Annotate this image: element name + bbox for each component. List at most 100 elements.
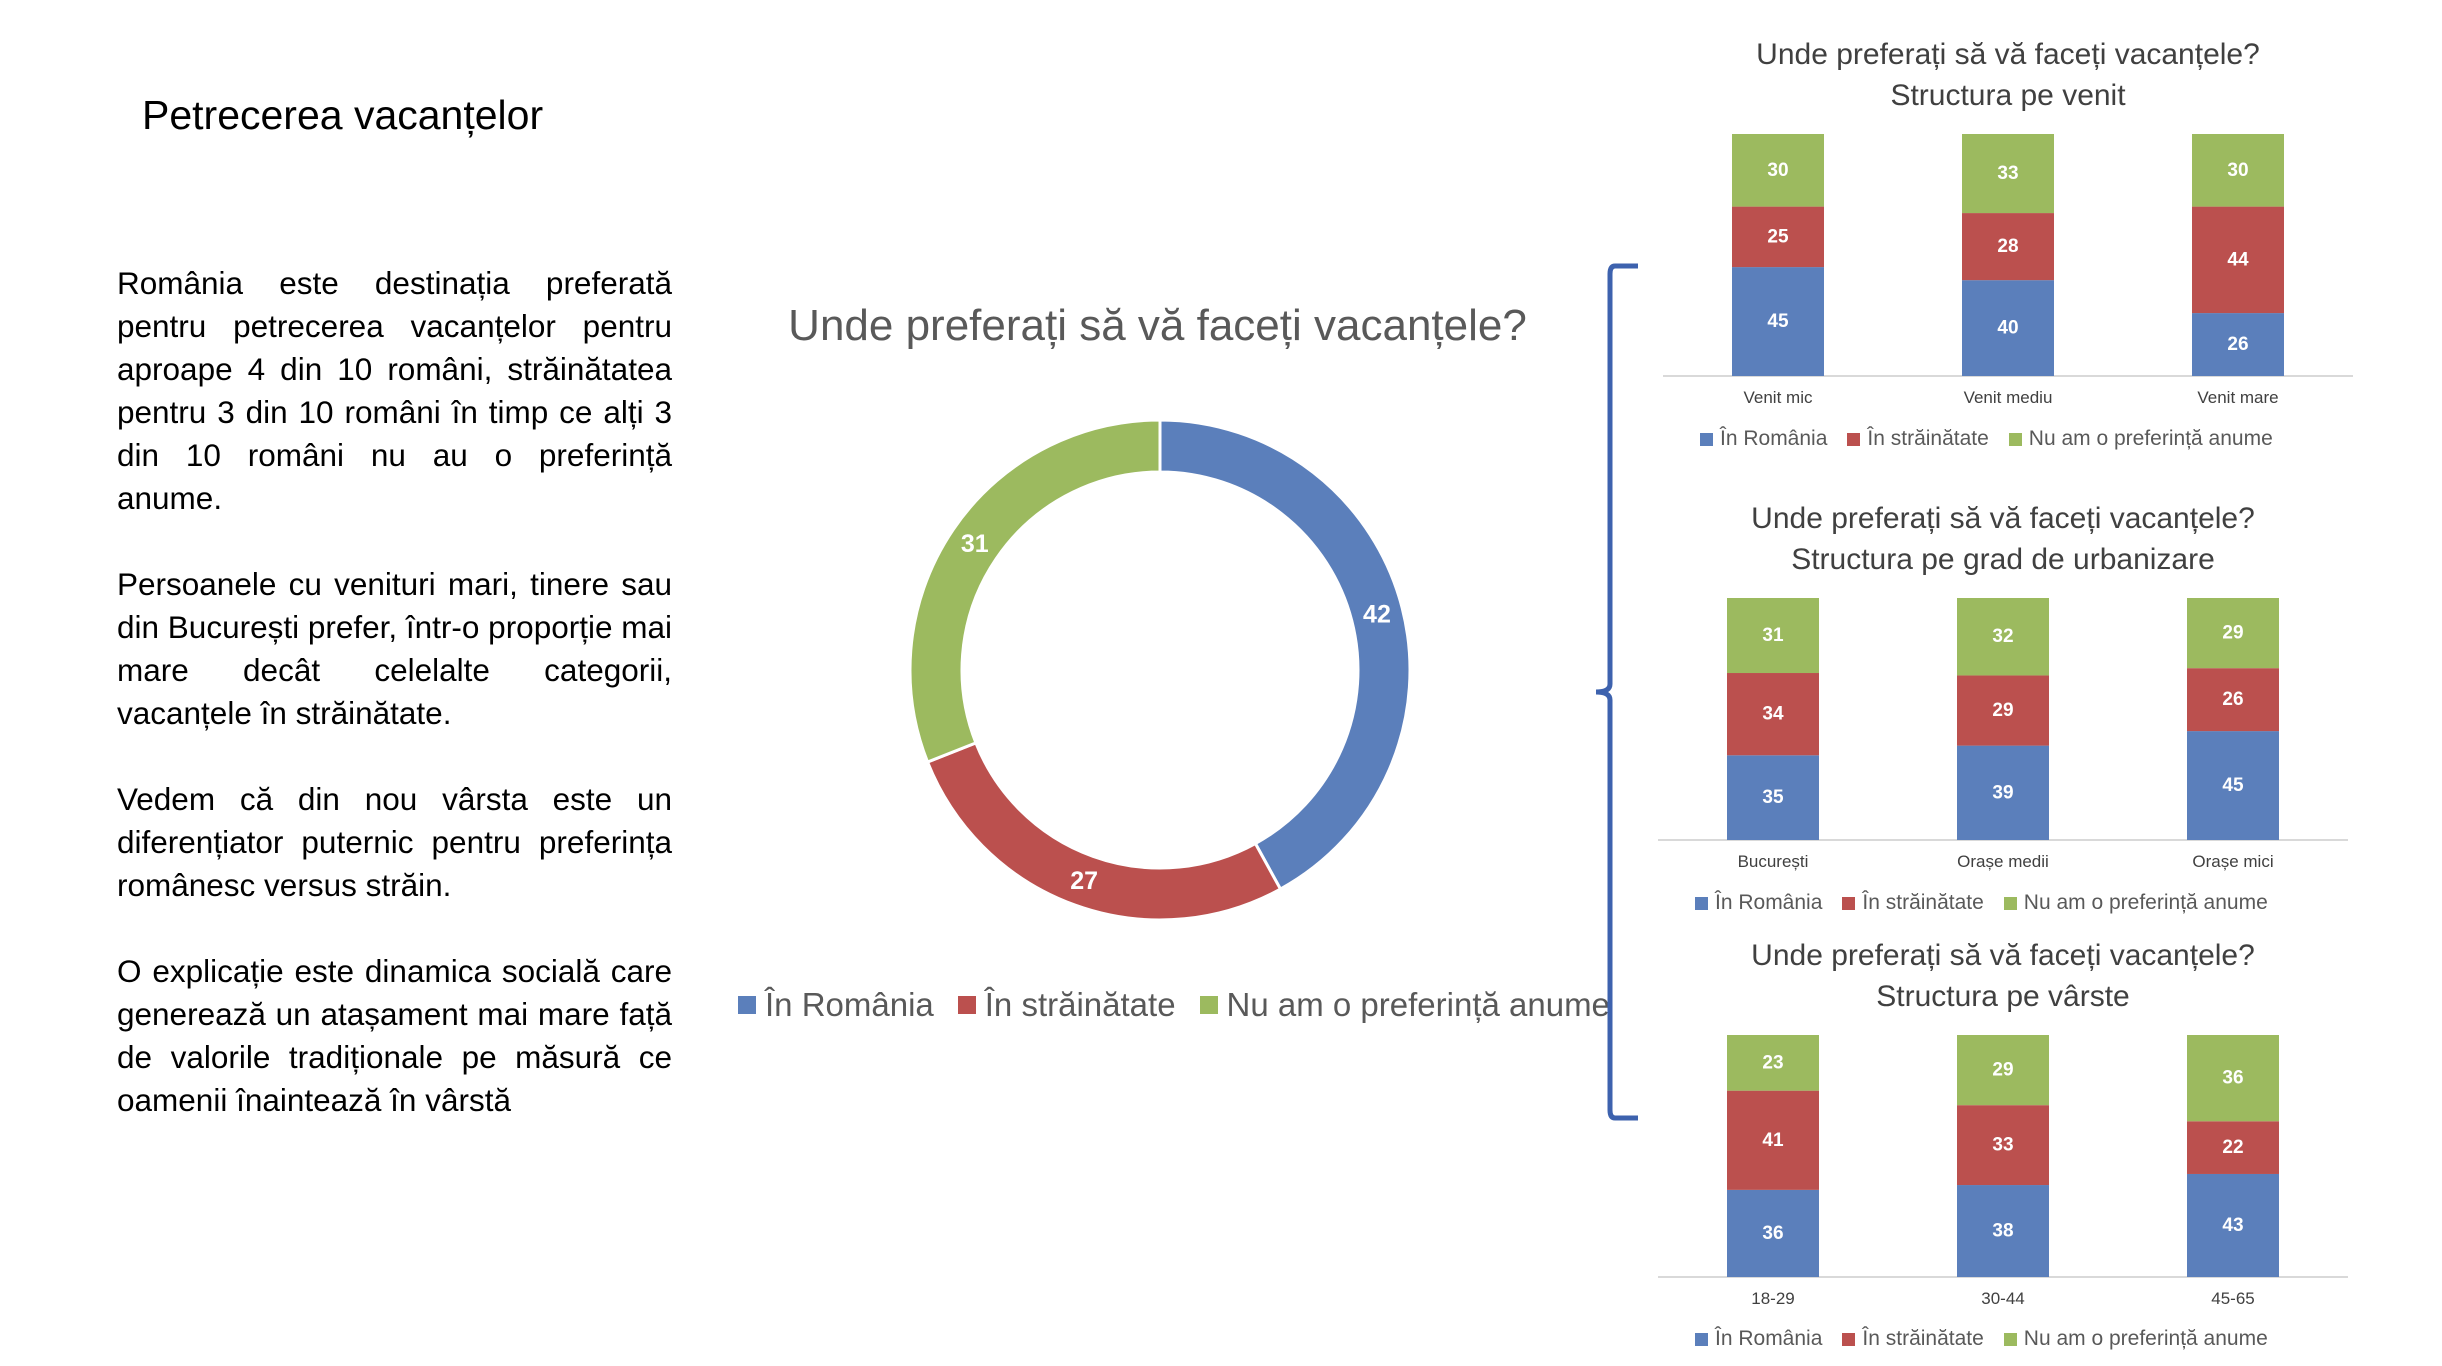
donut-chart-title: Unde preferați să vă faceți vacanțele?: [788, 301, 1527, 350]
legend-swatch-romania: [738, 996, 756, 1014]
bar-data-label: 30: [1767, 160, 1788, 181]
urbanization-chart-title: Unde preferați să vă faceți vacanțele? S…: [1653, 498, 2353, 580]
bar-data-label: 35: [1762, 787, 1784, 808]
bar-segment: [2187, 1035, 2279, 1122]
legend-swatch-romania: [1700, 432, 1713, 446]
bar-data-label: 45: [1767, 311, 1789, 332]
bar-segment: [1727, 1090, 1819, 1190]
bar-data-label: 29: [1992, 700, 2013, 721]
slide-title: Petrecerea vacanțelor: [142, 92, 544, 138]
legend-swatch-nu-am: [1199, 996, 1218, 1014]
bar-data-label: 29: [1992, 1060, 2013, 1081]
paragraph: România este destinația preferată pentru…: [117, 265, 672, 516]
bar-data-label: 32: [1992, 626, 2013, 647]
body-text: România este destinația preferată pentru…: [117, 262, 672, 1165]
bar-data-label: 44: [2227, 249, 2249, 270]
legend-label: Nu am o preferință anume: [2028, 427, 2273, 450]
donut-data-label: 42: [1363, 600, 1391, 628]
donut-slice: [925, 740, 1283, 922]
legend-label: În străinătate: [1867, 427, 1989, 450]
brace-path: [1595, 263, 1638, 1121]
bar-segment: [1957, 598, 2049, 676]
category-tick-label: Venit mare: [2197, 388, 2278, 407]
bar-data-label: 33: [1992, 1135, 2013, 1156]
legend-item-romania: În România: [1695, 1327, 1822, 1351]
bar-segment: [2187, 598, 2279, 669]
legend-item-strainatate: În străinătate: [957, 986, 1176, 1024]
category-tick-label: Orașe medii: [1957, 852, 2049, 871]
chart-subtitle-line: Structura pe grad de urbanizare: [1791, 543, 2215, 576]
bar-segment: [2187, 1121, 2279, 1174]
legend-label: În România: [1720, 427, 1828, 450]
bar-segment: [1727, 1189, 1819, 1277]
category-tick-label: Venit mic: [1744, 388, 1813, 407]
bar-data-label: 30: [2227, 160, 2248, 181]
brace-connector: [1595, 263, 1638, 1121]
urbanization-chart-legend: În România În străinătate Nu am o prefer…: [1695, 891, 2288, 915]
legend-item-strainatate: În străinătate: [1847, 427, 1989, 451]
legend-swatch-strainatate: [1842, 1332, 1856, 1346]
legend-label: În România: [1715, 1327, 1823, 1350]
legend-swatch-strainatate: [957, 996, 976, 1014]
urbanization-stacked-bar-chart: 35 34 31 București 39 29 32 Orașe medii 45 26 29 Or…: [1658, 598, 2348, 871]
bar-segment: [1727, 1035, 1819, 1091]
legend-label: În străinătate: [1862, 891, 1984, 914]
bar-data-label: 22: [2222, 1137, 2243, 1158]
bar-segment: [1957, 1035, 2049, 1106]
legend-label: Nu am o preferință anume: [2023, 1327, 2268, 1350]
bar-data-label: 26: [2222, 689, 2243, 710]
bar-segment: [1727, 598, 1819, 674]
age-chart-title: Unde preferați să vă faceți vacanțele? S…: [1653, 935, 2353, 1017]
donut-chart: 42 27 31: [908, 418, 1412, 922]
legend-item-romania: În România: [738, 986, 934, 1024]
bar-segment: [2187, 668, 2279, 732]
bar-segment: [2192, 134, 2284, 207]
bar-segment: [1727, 755, 1819, 840]
bar-segment: [1732, 267, 1824, 376]
bar-data-label: 33: [1997, 163, 2018, 184]
bar-segment: [1732, 134, 1824, 207]
income-stacked-bar-chart: 45 25 30 Venit mic 40 28 33 Venit mediu 26 44 30 Ve…: [1663, 134, 2353, 407]
chart-title-line: Unde preferați să vă faceți vacanțele?: [1751, 939, 2255, 972]
legend-swatch-nu-am: [2008, 432, 2022, 446]
income-chart-title: Unde preferați să vă faceți vacanțele? S…: [1658, 34, 2358, 116]
chart-subtitle-line: Structura pe vârste: [1876, 980, 2130, 1013]
donut-legend: În România În străinătate Nu am o prefer…: [738, 986, 1634, 1024]
category-tick-label: Orașe mici: [2192, 852, 2273, 871]
bar-segment: [1962, 134, 2054, 214]
income-chart-legend: În România În străinătate Nu am o prefer…: [1700, 427, 2293, 451]
bar-segment: [2192, 313, 2284, 376]
legend-label: În România: [1715, 891, 1823, 914]
category-tick-label: Venit mediu: [1964, 388, 2053, 407]
bar-data-label: 34: [1762, 704, 1784, 725]
bar-data-label: 36: [2222, 1068, 2243, 1089]
bar-data-label: 31: [1762, 625, 1784, 646]
bar-segment: [2187, 731, 2279, 840]
donut-data-label: 31: [961, 530, 989, 558]
bar-segment: [1957, 1105, 2049, 1186]
chart-title-line: Unde preferați să vă faceți vacanțele?: [1756, 38, 2260, 71]
bar-data-label: 28: [1997, 236, 2018, 257]
paragraph: Vedem că din nou vârsta este un diferenț…: [117, 781, 672, 903]
bar-data-label: 39: [1992, 782, 2013, 803]
age-chart-legend: În România În străinătate Nu am o prefer…: [1695, 1327, 2288, 1351]
bar-data-label: 41: [1762, 1130, 1784, 1151]
bar-data-label: 43: [2222, 1215, 2243, 1236]
legend-swatch-strainatate: [1842, 896, 1856, 910]
bar-data-label: 23: [1762, 1052, 1783, 1073]
bar-data-label: 26: [2227, 334, 2248, 355]
paragraph: O explicație este dinamica socială care …: [117, 953, 672, 1118]
legend-label: Nu am o preferință anume: [1226, 986, 1610, 1023]
chart-title-line: Unde preferați să vă faceți vacanțele?: [1751, 502, 2255, 535]
bar-segment: [1957, 1185, 2049, 1277]
legend-item-strainatate: În străinătate: [1842, 891, 1984, 915]
donut-data-label: 27: [1070, 867, 1098, 895]
legend-item-strainatate: În străinătate: [1842, 1327, 1984, 1351]
category-tick-label: 30-44: [1981, 1289, 2024, 1308]
bar-data-label: 45: [2222, 775, 2244, 796]
category-tick-label: 45-65: [2211, 1289, 2254, 1308]
bar-segment: [1962, 280, 2054, 376]
bar-segment: [1962, 213, 2054, 281]
legend-item-nu-am: Nu am o preferință anume: [2003, 1327, 2268, 1351]
legend-label: În străinătate: [984, 986, 1176, 1023]
